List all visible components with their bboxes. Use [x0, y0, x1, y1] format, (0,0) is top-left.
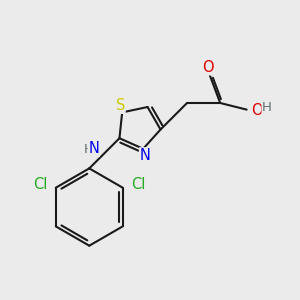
Text: O: O [251, 103, 263, 118]
Text: O: O [202, 60, 214, 75]
Text: S: S [116, 98, 125, 113]
Text: H: H [84, 143, 94, 156]
Text: H: H [262, 101, 272, 114]
Text: N: N [140, 148, 150, 163]
Text: Cl: Cl [33, 177, 48, 192]
Text: N: N [88, 141, 99, 156]
Text: Cl: Cl [131, 177, 145, 192]
